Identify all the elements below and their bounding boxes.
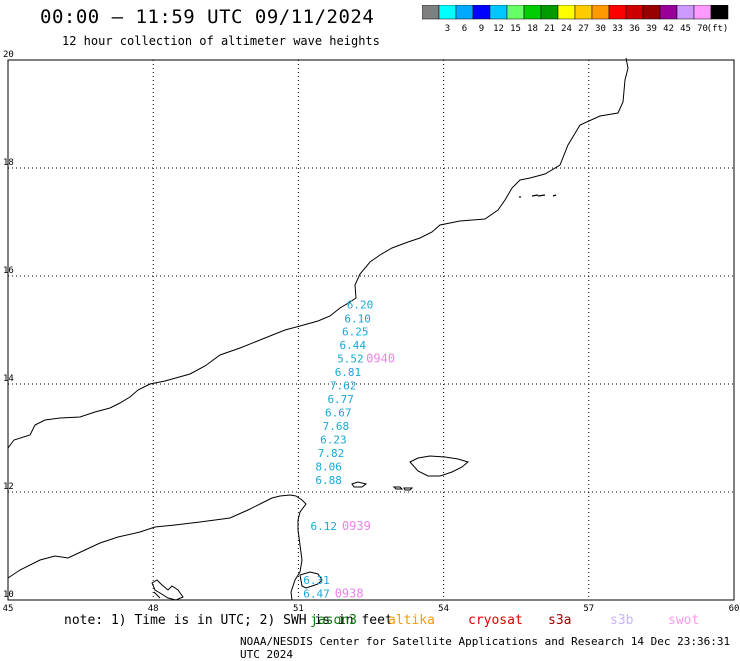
- colorbar-label: 36: [629, 24, 640, 34]
- footer-note: note: 1) Time is in UTC; 2) SWH is in fe…: [64, 613, 393, 628]
- lat-tick-label: 18: [3, 158, 14, 168]
- map-gridlines: [8, 60, 734, 600]
- colorbar-label: 15: [510, 24, 521, 34]
- island-darsa: [392, 486, 404, 490]
- coastline-africa: [7, 494, 307, 601]
- coastline-arabia: [7, 57, 629, 449]
- colorbar-label: 45: [680, 24, 691, 34]
- time-layer: 0940 0939 0938: [335, 351, 395, 600]
- lon-tick-label: 60: [729, 604, 740, 614]
- swh-value-label: 6.77: [327, 393, 354, 406]
- swh-value-label: 6.12: [311, 520, 338, 533]
- swh-value-label: 6.23: [320, 433, 347, 446]
- swh-value-label: 6.25: [342, 325, 369, 338]
- lat-tick-label: 12: [3, 482, 14, 492]
- coastline-somalia-reef: [151, 571, 323, 601]
- swh-value-label: 6.67: [325, 406, 352, 419]
- legend-s3b: s3b: [610, 613, 634, 628]
- lon-tick-label: 45: [3, 604, 14, 614]
- colorbar-swatch: [710, 5, 729, 20]
- island-samhah: [403, 487, 414, 491]
- legend-cryosat: cryosat: [468, 613, 523, 628]
- swh-value-label: 7.68: [323, 420, 350, 433]
- islands-kuria-muria: [519, 194, 557, 198]
- legend-jason3: jason3: [310, 613, 357, 628]
- swh-layer: 6.206.106.256.445.526.817.626.776.677.68…: [303, 298, 373, 600]
- pass-time-label: 0938: [335, 586, 364, 600]
- island-abd-al-kuri: [351, 481, 368, 488]
- map-frame: [7, 59, 735, 601]
- wave-height-colorbar: 3 6 9 12 15 18 21 24 27 30 33 36 39 42 45 70(ft): [422, 5, 729, 34]
- colorbar-label: 70: [697, 24, 708, 34]
- swh-value-label: 7.62: [330, 379, 357, 392]
- lat-tick-label: 14: [3, 374, 14, 384]
- lon-tick-label: 48: [148, 604, 159, 614]
- colorbar-label: 18: [527, 24, 538, 34]
- colorbar-label: 9: [479, 24, 484, 34]
- swh-value-label: 5.52: [337, 352, 364, 365]
- swh-value-label: 6.44: [340, 339, 367, 352]
- swh-value-label: 6.20: [347, 298, 374, 311]
- colorbar-label: 12: [493, 24, 504, 34]
- island-socotra: [409, 455, 470, 477]
- swh-value-label: 6.31: [303, 574, 330, 587]
- colorbar-label: 39: [646, 24, 657, 34]
- lat-tick-label: 20: [3, 50, 14, 60]
- lon-tick-label: 54: [438, 604, 449, 614]
- swh-value-label: 7.82: [318, 447, 345, 460]
- colorbar-label: 3: [445, 24, 450, 34]
- swh-value-label: 6.47: [303, 587, 330, 600]
- swh-value-label: 6.10: [344, 312, 371, 325]
- page-title: 00:00 – 11:59 UTC 09/11/2024: [40, 6, 375, 28]
- legend-altika: altika: [388, 613, 435, 628]
- lat-tick-label: 16: [3, 266, 14, 276]
- footer-credit: NOAA/NESDIS Center for Satellite Applica…: [240, 635, 731, 661]
- legend-swot: swot: [668, 613, 700, 628]
- colorbar-label: 21: [544, 24, 555, 34]
- map-axis-labels: 45 48 51 54 57 60 10 12 14 16 18 20: [3, 50, 740, 614]
- colorbar-label: 33: [612, 24, 623, 34]
- pass-time-label: 0939: [342, 519, 371, 533]
- colorbar-unit: (ft): [707, 24, 729, 34]
- lon-tick-label: 51: [293, 604, 304, 614]
- colorbar-label: 24: [561, 24, 572, 34]
- colorbar-label: 6: [462, 24, 467, 34]
- colorbar-label: 27: [578, 24, 589, 34]
- lon-tick-label: 57: [583, 604, 594, 614]
- pass-time-label: 0940: [366, 351, 395, 365]
- colorbar-label: 30: [595, 24, 606, 34]
- lat-tick-label: 10: [3, 590, 14, 600]
- legend-s3a: s3a: [548, 613, 572, 628]
- page-subtitle: 12 hour collection of altimeter wave hei…: [62, 34, 380, 48]
- swh-value-label: 8.06: [315, 460, 342, 473]
- colorbar-label: 42: [663, 24, 674, 34]
- swh-value-label: 6.81: [335, 366, 362, 379]
- swh-value-label: 6.88: [315, 474, 342, 487]
